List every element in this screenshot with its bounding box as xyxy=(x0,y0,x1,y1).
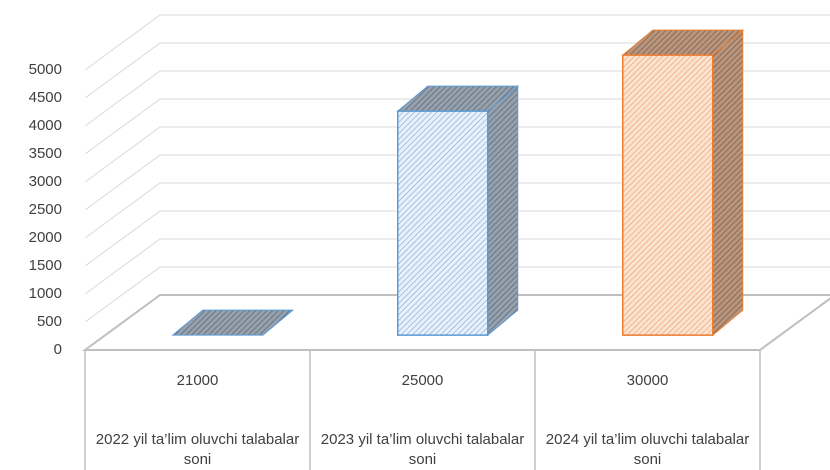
bar xyxy=(171,309,295,336)
y-tick-label: 1000 xyxy=(29,285,62,302)
bar xyxy=(396,85,520,337)
y-tick-label: 2500 xyxy=(29,201,62,218)
bar-side xyxy=(712,29,744,337)
bar-top xyxy=(171,309,295,336)
grid-line xyxy=(84,126,830,183)
category-group-label: 2022 yil ta’lim oluvchi talabalar soni xyxy=(95,431,300,468)
y-tick-label: 4000 xyxy=(29,117,62,134)
y-tick-label: 500 xyxy=(37,313,62,330)
category-label: 21000 xyxy=(176,372,219,389)
y-tick-label: 5000 xyxy=(29,61,62,78)
grid-line xyxy=(84,14,830,71)
grid-line xyxy=(84,210,830,267)
y-tick-label: 2000 xyxy=(29,229,62,246)
category-label: 30000 xyxy=(626,372,669,389)
grid-line xyxy=(84,238,830,295)
grid-line xyxy=(84,70,830,127)
grid-line xyxy=(84,266,830,323)
y-tick-label: 3500 xyxy=(29,145,62,162)
y-tick-label: 4500 xyxy=(29,89,62,106)
bar-side xyxy=(487,85,519,337)
y-tick-label: 0 xyxy=(54,341,62,358)
bar-front xyxy=(397,110,489,336)
bar xyxy=(621,29,745,337)
category-group-label: 2023 yil ta’lim oluvchi talabalar soni xyxy=(320,431,525,468)
grid-line xyxy=(84,42,830,99)
category-label: 25000 xyxy=(401,372,444,389)
grid-line xyxy=(84,154,830,211)
grid-line xyxy=(84,182,830,239)
bar-front xyxy=(622,54,714,336)
category-group-label: 2024 yil ta’lim oluvchi talabalar soni xyxy=(545,431,750,468)
y-tick-label: 1500 xyxy=(29,257,62,274)
y-tick-label: 3000 xyxy=(29,173,62,190)
grid-line xyxy=(84,98,830,155)
